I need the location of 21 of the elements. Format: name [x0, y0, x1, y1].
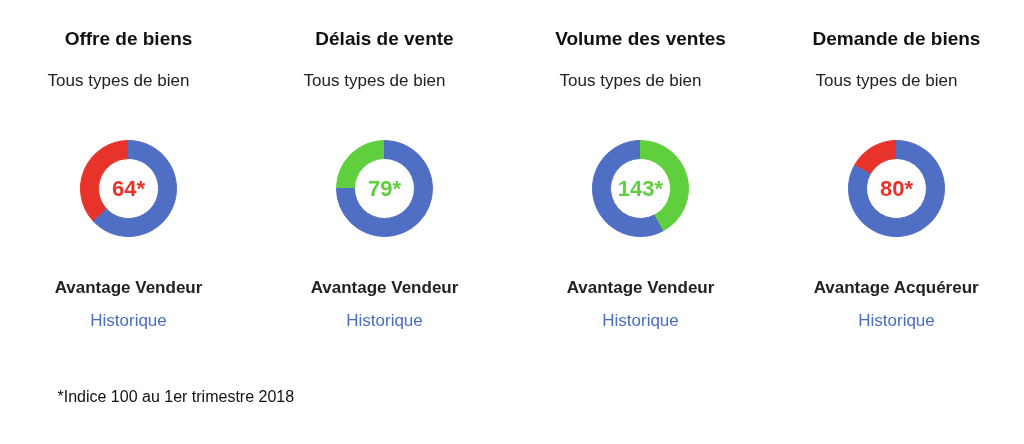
text: Historique — [858, 311, 935, 330]
text: Historique — [90, 311, 167, 330]
text: 143* — [617, 176, 664, 201]
text: 79* — [367, 176, 402, 201]
chart-title: Demande de biens — [812, 28, 981, 49]
chart-subtitle: Tous types de bien — [303, 71, 446, 90]
text: Avantage Vendeur — [310, 278, 459, 297]
text: 80* — [879, 176, 914, 201]
chart-subtitle: Tous types de bien — [559, 71, 702, 90]
chart-title: Délais de vente — [315, 28, 454, 49]
text: Historique — [346, 311, 423, 330]
text: *Indice 100 au 1er trimestre 2018 — [57, 388, 295, 405]
text: Avantage Vendeur — [54, 278, 203, 297]
text: Historique — [602, 311, 679, 330]
chart-subtitle: Tous types de bien — [47, 71, 190, 90]
chart-subtitle: Tous types de bien — [815, 71, 958, 90]
text: Avantage Vendeur — [566, 278, 715, 297]
chart-title: Offre de biens — [64, 28, 193, 49]
chart-title: Volume des ventes — [555, 28, 726, 49]
text: 64* — [111, 176, 146, 201]
text: Avantage Acquéreur — [813, 278, 980, 297]
